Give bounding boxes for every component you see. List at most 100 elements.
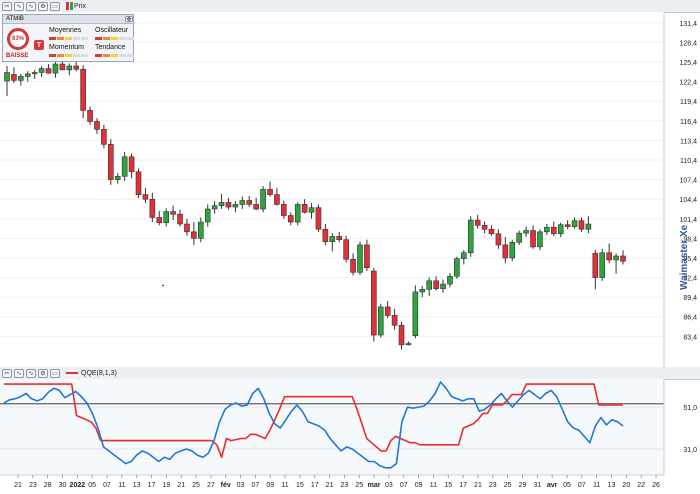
candle-body <box>322 228 329 242</box>
window-icon[interactable]: ▭ <box>50 1 60 11</box>
candle-body <box>73 65 80 70</box>
candle-body <box>620 255 626 262</box>
osc-tick-label: 31,0 <box>683 447 697 454</box>
candle-body <box>578 220 585 230</box>
candle <box>308 203 315 219</box>
price-tick-label: 104,4 <box>679 197 697 204</box>
candle-body <box>218 202 225 207</box>
candle-body <box>121 156 128 177</box>
price-tick-label: 110,4 <box>680 158 697 165</box>
candle-body <box>544 226 550 233</box>
candle-body <box>170 211 176 215</box>
candle <box>218 193 225 209</box>
date-tick-label: 23 <box>489 482 497 489</box>
date-tick-label: 21 <box>326 482 334 489</box>
candle <box>142 188 149 204</box>
candle-body <box>197 221 204 239</box>
price-chart[interactable]: 131,4 128,4 125,4 122,4 119,4 116,4 113,4 110,4… <box>0 12 700 367</box>
price-tick-label: 107,4 <box>679 178 697 185</box>
candle <box>571 217 578 229</box>
tools-icon-2[interactable]: ✂ <box>2 368 12 378</box>
candle <box>384 301 391 319</box>
candle-body <box>191 231 197 239</box>
oscillateur-bar <box>95 37 135 40</box>
indicator-panel[interactable]: ATMIB ✥ 83% T BAISSE Moyennes Oscillateu… <box>2 14 134 62</box>
candle-body <box>412 291 419 336</box>
candle-body <box>474 219 481 226</box>
price-legend[interactable]: Prix <box>66 2 86 10</box>
candle-body <box>260 189 266 210</box>
candle-body <box>606 252 612 261</box>
candle-body <box>204 208 211 223</box>
indicator-oscillateur[interactable]: Oscillateur <box>95 27 129 34</box>
settings-icon-2[interactable]: ⚙ <box>38 368 48 378</box>
candle <box>343 235 349 263</box>
date-tick-label: 13 <box>608 482 616 489</box>
price-tick-label: 119,4 <box>680 99 697 106</box>
candle <box>412 285 419 339</box>
candle <box>426 277 433 296</box>
candle-body <box>433 280 439 289</box>
date-tick-label: 15 <box>296 482 304 489</box>
price-tick-label: 113,4 <box>680 138 697 145</box>
candle <box>18 73 24 86</box>
candle <box>606 243 612 264</box>
candle <box>246 195 253 208</box>
candle <box>253 197 259 211</box>
candle-body <box>267 189 273 195</box>
candle-body <box>357 244 363 273</box>
settings-icon[interactable]: ⚙ <box>38 1 48 11</box>
candle <box>544 224 550 236</box>
indicator-momentum[interactable]: Momentum <box>49 44 85 51</box>
candle <box>377 303 384 338</box>
candle-body <box>509 241 516 259</box>
indicator-moyennes[interactable]: Moyennes <box>49 27 82 34</box>
candle <box>73 60 80 72</box>
candle <box>350 253 356 276</box>
candle <box>530 225 536 249</box>
price-tick-label: 131,4 <box>679 21 697 28</box>
indicator-tendance[interactable]: Tendance <box>95 44 126 51</box>
price-tick-label: 122,4 <box>679 80 697 87</box>
line-style-icon-2[interactable]: ∿ <box>14 368 24 378</box>
candle <box>108 139 114 185</box>
candle-body <box>364 244 370 269</box>
date-tick-label: 11 <box>593 482 600 489</box>
candle-body <box>557 224 564 235</box>
indicator-icon-2[interactable]: ∿ <box>26 368 36 378</box>
candle-body <box>94 121 100 130</box>
date-tick-label: 25 <box>192 482 200 489</box>
tools-icon[interactable]: ✂ <box>2 1 12 11</box>
candle <box>94 118 100 134</box>
tendance-bar <box>95 54 135 57</box>
candle <box>225 197 232 210</box>
candle <box>578 217 585 232</box>
candle <box>197 217 204 243</box>
candle-body <box>447 275 453 285</box>
candle <box>170 205 176 221</box>
date-tick-label: 05 <box>88 482 96 489</box>
candle-body <box>87 110 93 122</box>
window-icon-2[interactable]: ▭ <box>50 368 60 378</box>
qqe-legend[interactable]: QQE(8,1,3) <box>66 370 117 377</box>
line-style-icon[interactable]: ∿ <box>14 1 24 11</box>
date-tick-label: 03 <box>385 482 393 489</box>
candle-body <box>564 224 571 227</box>
candle <box>260 186 266 213</box>
indicator-icon[interactable]: ∿ <box>26 1 36 11</box>
qqe-chart[interactable]: 51,031,0 21 23 28 30 2022 05 07 11 13 17 19 21 25 27 f… <box>0 379 700 494</box>
candle <box>80 65 86 119</box>
candle-body <box>232 204 239 208</box>
candle <box>419 286 426 298</box>
candle-body <box>66 65 73 71</box>
panel-move-icon[interactable]: ✥ <box>125 16 133 23</box>
candle <box>557 222 564 238</box>
candle <box>502 237 509 264</box>
date-tick-label: 21 <box>177 482 185 489</box>
candle <box>371 267 377 342</box>
date-tick-label: fév <box>221 482 231 489</box>
candle <box>274 188 280 206</box>
date-axis-bg <box>0 475 700 494</box>
candle-body <box>211 205 218 210</box>
candle-body <box>184 223 190 233</box>
